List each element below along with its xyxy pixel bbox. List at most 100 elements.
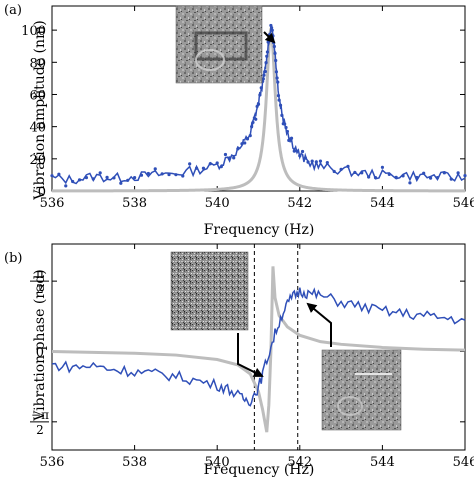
measured-point: [153, 167, 157, 171]
measured-point: [275, 76, 279, 80]
measured-point: [415, 175, 419, 180]
measured-point: [387, 172, 391, 176]
measured-point: [276, 94, 281, 98]
panel-b-x-axis-title: Frequency (Hz): [204, 462, 315, 478]
measured-point: [227, 156, 232, 160]
measured-point: [194, 166, 199, 170]
measured-point: [112, 176, 116, 180]
measured-point: [380, 165, 384, 169]
measured-point: [236, 147, 240, 151]
measured-point: [188, 162, 192, 166]
panel-b-insets: [170, 251, 402, 431]
panel-b-y-axis-title: Vibration phase (rad): [32, 269, 48, 422]
measured-point: [463, 173, 467, 178]
measured-point: [272, 44, 276, 49]
measured-point: [64, 184, 68, 188]
panel-a-ticks: 536 538 540 542 544 546 0 20 40 60 80 100: [21, 6, 474, 211]
measured-point: [160, 172, 164, 176]
measured-point: [264, 61, 268, 65]
measured-point: [256, 102, 261, 106]
measured-point: [254, 117, 258, 121]
inset-b-left-arrow: [237, 333, 264, 377]
measured-point: [98, 171, 102, 175]
y-tick-label: 100: [21, 24, 46, 39]
measured-point: [360, 171, 364, 175]
measured-point: [245, 137, 250, 141]
measured-point: [139, 173, 144, 177]
panel-b-series: [51, 266, 466, 433]
measured-point: [435, 176, 440, 180]
panel-b: (b) Vibration phase (rad) Frequency (Hz)…: [4, 243, 474, 478]
measured-point: [126, 178, 130, 182]
measured-point: [278, 103, 283, 107]
measured-point: [284, 125, 288, 130]
measured-point: [449, 177, 453, 181]
panel-b-vlines: [253, 244, 299, 450]
panel-a-x-axis-title: Frequency (Hz): [204, 222, 315, 238]
measured-point: [133, 176, 137, 180]
panel-b-axes: [51, 243, 466, 451]
measured-point: [373, 176, 378, 180]
measured-point: [251, 120, 255, 125]
measured-point: [303, 156, 307, 160]
y-tick-label-denominator: 2: [36, 423, 44, 437]
x-tick-label: 538: [122, 196, 147, 211]
measured-point: [280, 113, 284, 118]
measured-point: [263, 69, 267, 74]
measured-point: [353, 170, 357, 175]
measured-point: [250, 125, 254, 129]
measured-point: [174, 173, 178, 177]
x-tick-label: 546: [453, 196, 474, 211]
x-tick-label: 544: [370, 196, 395, 211]
y-tick-label: 80: [29, 56, 46, 71]
measured-point: [258, 93, 262, 97]
measured-point: [325, 160, 329, 165]
measured-point: [262, 73, 266, 77]
measured-point: [146, 171, 150, 176]
measured-point: [428, 176, 433, 180]
x-tick-label: 542: [287, 196, 312, 211]
x-tick-label: 546: [453, 455, 474, 470]
panel-a-label: (a): [4, 3, 22, 18]
measured-point: [105, 175, 109, 179]
measured-point: [339, 167, 343, 171]
measured-point: [208, 162, 212, 166]
measured-point: [243, 141, 247, 145]
panel-b-label: (b): [4, 251, 22, 266]
measured-point: [367, 175, 371, 179]
measured-point: [346, 164, 350, 169]
measured-point: [255, 104, 259, 109]
inset-image-b-right: [321, 349, 402, 431]
measured-point: [265, 50, 270, 54]
x-tick-label: 542: [287, 455, 312, 470]
measured-point: [289, 136, 294, 140]
measured-point: [456, 171, 460, 175]
measured-point: [91, 177, 95, 181]
x-tick-label: 540: [205, 196, 230, 211]
measured-point: [219, 165, 223, 169]
measured-point: [261, 77, 265, 81]
x-tick-label: 538: [122, 455, 147, 470]
y-tick-label-numerator: π: [36, 267, 44, 281]
measured-point: [310, 159, 314, 163]
measured-point: [259, 86, 263, 90]
inset-b-right-arrow: [306, 302, 332, 347]
y-tick-label-denominator: 2: [36, 282, 44, 296]
measured-point: [71, 179, 75, 184]
x-tick-label: 536: [40, 196, 65, 211]
model-curve: [51, 266, 466, 433]
measured-point: [215, 161, 219, 165]
measured-point: [442, 171, 446, 175]
plot-frame: [51, 243, 466, 451]
measured-point: [274, 58, 278, 63]
y-tick-label: 0: [38, 185, 46, 200]
measured-point: [408, 181, 412, 185]
measured-point: [292, 149, 296, 153]
y-tick-label: 60: [29, 88, 46, 103]
measured-point: [277, 98, 281, 102]
panel-a-y-axis-title: Vibration amplitude (nm): [32, 20, 48, 200]
inset-image-a: [175, 5, 263, 84]
measured-point: [332, 169, 336, 174]
measured-point: [273, 51, 277, 56]
